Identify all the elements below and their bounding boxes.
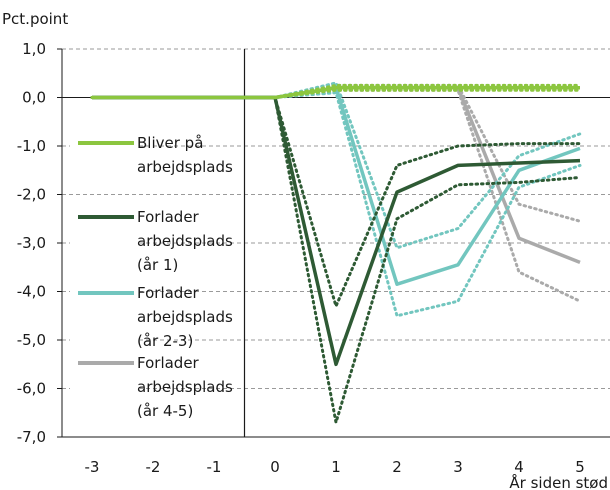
series-group [90, 81, 582, 423]
x-tick-label: 5 [575, 458, 585, 476]
x-axis-label: År siden stød [509, 473, 608, 490]
y-tick-label: 1,0 [22, 40, 46, 58]
y-tick-label: -1,0 [17, 137, 46, 155]
y-tick-label: -5,0 [17, 331, 46, 349]
series-line [92, 86, 580, 100]
legend-backdrop [70, 280, 140, 353]
gridlines [62, 48, 610, 438]
legend: Bliver på arbejdsplads Forlader arbejdsplad… [70, 130, 233, 423]
x-tick-label: 0 [270, 458, 280, 476]
y-tick-label: -7,0 [17, 428, 46, 446]
legend-label: Bliver på [137, 134, 203, 152]
legend-label: (år 2-3) [137, 332, 193, 350]
legend-label: arbejdsplads [137, 378, 233, 396]
y-tick-label: -4,0 [17, 283, 46, 301]
legend-label: arbejdsplads [137, 158, 233, 176]
ci-upper-line [90, 96, 582, 311]
y-tick-labels: 1,0 0,0 -1,0 -2,0 -3,0 -4,0 -5,0 -6,0 -7,0 [17, 40, 46, 446]
legend-label: (år 1) [137, 256, 178, 274]
x-tick-label: 1 [331, 458, 341, 476]
legend-label: Forlader [137, 208, 200, 226]
ci-upper-line [90, 83, 582, 223]
legend-backdrop [70, 350, 140, 423]
legend-label: arbejdsplads [137, 232, 233, 250]
legend-label: Forlader [137, 354, 200, 372]
series-line [92, 86, 581, 286]
x-tick-label: -3 [85, 458, 100, 476]
x-tick-label: 4 [514, 458, 524, 476]
legend-backdrop [70, 130, 140, 179]
y-tick-label: -3,0 [17, 234, 46, 252]
x-tick-label: -2 [146, 458, 161, 476]
legend-label: (år 4-5) [137, 402, 193, 420]
y-tick-label: -6,0 [17, 380, 46, 398]
y-tick-label: -2,0 [17, 186, 46, 204]
x-tick-label: -1 [207, 458, 222, 476]
legend-backdrop [70, 204, 140, 277]
x-tick-label: 2 [392, 458, 402, 476]
x-tick-labels: -3 -2 -1 0 1 2 3 4 5 [85, 458, 585, 476]
y-tick-label: 0,0 [22, 89, 46, 107]
legend-label: Forlader [137, 284, 200, 302]
y-axis-label: Pct.point [2, 10, 68, 28]
x-tick-label: 3 [453, 458, 463, 476]
legend-label: arbejdsplads [137, 308, 233, 326]
